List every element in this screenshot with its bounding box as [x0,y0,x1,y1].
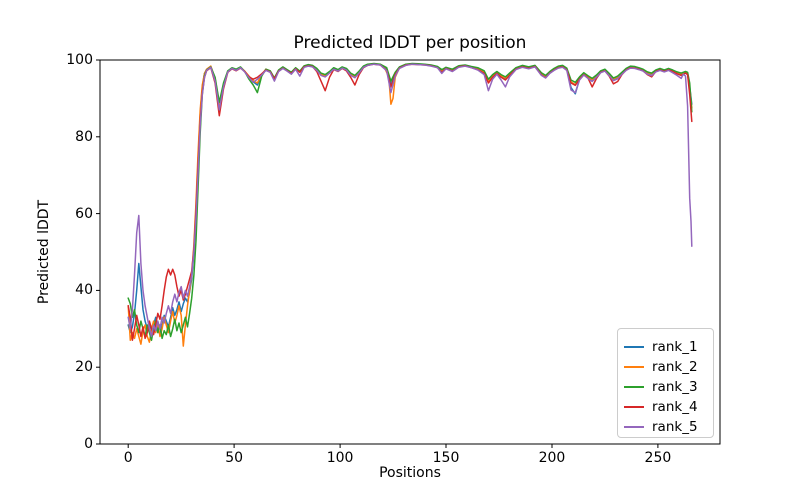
series-line-rank_2 [127,63,693,347]
x-tick-label: 150 [432,450,460,466]
series-line-rank_1 [127,63,693,336]
x-tick-label: 200 [538,450,566,466]
y-tick-label: 20 [75,359,93,376]
x-tick-label: 0 [123,450,133,466]
plot-frame [99,59,721,445]
y-tick-label: 80 [75,128,93,145]
legend-row: rank_1 [624,337,713,357]
series-line-rank_5 [127,63,693,338]
legend: rank_1 rank_2 rank_3 rank_4 rank_5 [617,328,714,438]
legend-label: rank_3 [652,379,698,395]
y-tick-label: 0 [84,436,93,452]
legend-label: rank_2 [652,359,698,375]
x-axis-label: Positions [379,465,441,481]
legend-label: rank_4 [652,399,698,415]
legend-row: rank_2 [624,357,713,377]
legend-row: rank_3 [624,377,713,397]
x-tick-label: 100 [326,450,354,466]
legend-line-swatch [624,366,644,368]
legend-label: rank_5 [652,419,698,435]
legend-line-swatch [624,426,644,428]
legend-line-swatch [624,346,644,348]
legend-row: rank_5 [624,417,713,437]
x-tick-label: 50 [225,450,244,466]
legend-line-swatch [624,386,644,388]
chart-title: Predicted lDDT per position [293,33,527,53]
series-line-rank_4 [127,63,693,342]
y-tick-label: 40 [75,282,93,299]
series-line-rank_3 [127,62,693,342]
legend-line-swatch [624,406,644,408]
legend-label: rank_1 [652,339,698,355]
legend-row: rank_4 [624,397,713,417]
y-tick-label: 100 [66,52,93,68]
x-tick-label: 250 [644,450,672,466]
y-tick-label: 60 [75,205,93,222]
